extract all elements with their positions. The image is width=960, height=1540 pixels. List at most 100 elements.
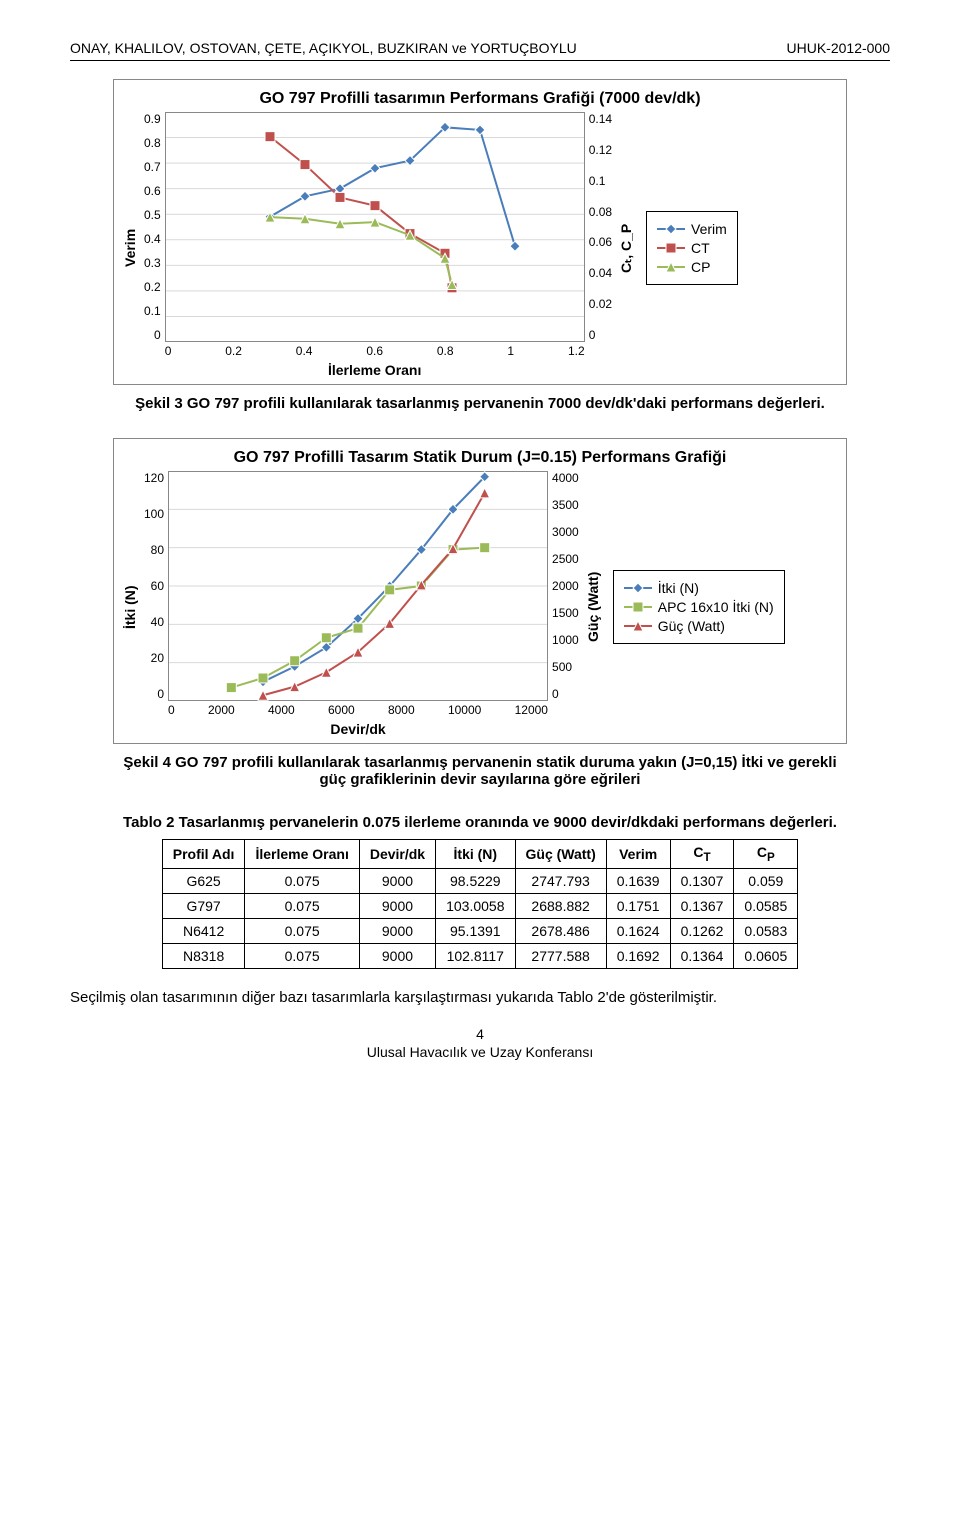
table-cell: 0.1262 (670, 918, 734, 943)
chart-1-frame: GO 797 Profilli tasarımın Performans Gra… (113, 79, 847, 385)
chart-1-y-left-ticks: 0.90.80.70.60.50.40.30.20.10 (140, 112, 165, 342)
tick-label: 2000 (552, 579, 579, 593)
chart-2-x-ticks: 020004000600080001000012000 (168, 701, 548, 719)
tick-label: 0 (589, 328, 612, 342)
tick-label: 12000 (515, 703, 548, 717)
table-caption: Tablo 2 Tasarlanmış pervanelerin 0.075 i… (120, 814, 840, 831)
legend-item: APC 16x10 İtki (N) (624, 599, 774, 615)
table-cell: 2777.588 (515, 943, 606, 968)
table-header-cell: CP (734, 840, 798, 869)
table-row: G7970.0759000103.00582688.8820.17510.136… (162, 893, 797, 918)
tick-label: 0 (165, 344, 172, 358)
footer-text: Ulusal Havacılık ve Uzay Konferansı (70, 1044, 890, 1060)
chart-1-x-label: İlerleme Oranı (165, 360, 585, 384)
legend-swatch (657, 222, 685, 236)
tick-label: 0 (552, 687, 579, 701)
tick-label: 40 (144, 615, 164, 629)
table-header-cell: Devir/dk (359, 840, 435, 869)
tick-label: 0.3 (144, 256, 161, 270)
table-cell: 0.075 (245, 868, 359, 893)
chart-1-x-ticks: 0 0.2 0.4 0.6 0.8 1 1.2 (165, 342, 585, 360)
tick-label: 80 (144, 543, 164, 557)
chart-1-legend: Verim CT CP (646, 211, 738, 285)
table-cell: 9000 (359, 893, 435, 918)
table-cell: 0.1364 (670, 943, 734, 968)
legend-swatch (657, 260, 685, 274)
tick-label: 0.06 (589, 235, 612, 249)
tick-label: 1500 (552, 606, 579, 620)
data-table: Profil Adıİlerleme OranıDevir/dkİtki (N)… (162, 839, 798, 969)
table-cell: 0.075 (245, 943, 359, 968)
table-cell: 103.0058 (436, 893, 515, 918)
legend-label: Verim (691, 221, 727, 237)
tick-label: 0.12 (589, 143, 612, 157)
tick-label: 0.4 (296, 344, 313, 358)
chart-2-y-left-ticks: 120100806040200 (140, 471, 168, 701)
tick-label: 0.8 (437, 344, 454, 358)
legend-swatch (624, 581, 652, 595)
chart-1-title: GO 797 Profilli tasarımın Performans Gra… (120, 90, 840, 108)
table-header-cell: Profil Adı (162, 840, 245, 869)
table-row: N64120.075900095.13912678.4860.16240.126… (162, 918, 797, 943)
chart-2-frame: GO 797 Profilli Tasarım Statik Durum (J=… (113, 438, 847, 744)
tick-label: 2000 (208, 703, 235, 717)
tick-label: 0.4 (144, 232, 161, 246)
legend-swatch (624, 600, 652, 614)
chart-2-y-left-label: İtki (N) (120, 471, 140, 743)
table-cell: 0.1367 (670, 893, 734, 918)
legend-item: İtki (N) (624, 580, 774, 596)
tick-label: 500 (552, 660, 579, 674)
caption-2: Şekil 4 GO 797 profili kullanılarak tasa… (120, 754, 840, 788)
tick-label: 4000 (552, 471, 579, 485)
chart-1-plot (165, 112, 585, 342)
table-cell: 9000 (359, 943, 435, 968)
tick-label: 0.8 (144, 136, 161, 150)
caption-1: Şekil 3 GO 797 profili kullanılarak tasa… (120, 395, 840, 412)
table-cell: 9000 (359, 918, 435, 943)
tick-label: 3000 (552, 525, 579, 539)
table-cell: 0.1307 (670, 868, 734, 893)
table-cell: 102.8117 (436, 943, 515, 968)
table-cell: 0.075 (245, 918, 359, 943)
tick-label: 0 (168, 703, 175, 717)
table-row: N83180.0759000102.81172777.5880.16920.13… (162, 943, 797, 968)
tick-label: 0.6 (366, 344, 383, 358)
tick-label: 4000 (268, 703, 295, 717)
legend-label: CP (691, 259, 710, 275)
table-cell: 98.5229 (436, 868, 515, 893)
table-cell: 0.075 (245, 893, 359, 918)
legend-label: Güç (Watt) (658, 618, 725, 634)
tick-label: 3500 (552, 498, 579, 512)
legend-label: APC 16x10 İtki (N) (658, 599, 774, 615)
header-doc-id: UHUK-2012-000 (787, 40, 891, 56)
tick-label: 100 (144, 507, 164, 521)
tick-label: 0.6 (144, 184, 161, 198)
tick-label: 0.5 (144, 208, 161, 222)
tick-label: 6000 (328, 703, 355, 717)
table-cell: G797 (162, 893, 245, 918)
table-cell: G625 (162, 868, 245, 893)
table-cell: N6412 (162, 918, 245, 943)
table-cell: 95.1391 (436, 918, 515, 943)
table-cell: 0.0605 (734, 943, 798, 968)
tick-label: 1 (507, 344, 514, 358)
legend-swatch (657, 241, 685, 255)
table-cell: 2747.793 (515, 868, 606, 893)
table-header-cell: Güç (Watt) (515, 840, 606, 869)
tick-label: 0.7 (144, 160, 161, 174)
chart-1-y-right-label: Cₜ, C_P (616, 112, 636, 384)
table-cell: 2688.882 (515, 893, 606, 918)
table-cell: 2678.486 (515, 918, 606, 943)
legend-item: Verim (657, 221, 727, 237)
legend-label: CT (691, 240, 710, 256)
tick-label: 1000 (552, 633, 579, 647)
legend-item: CP (657, 259, 727, 275)
table-cell: 9000 (359, 868, 435, 893)
tick-label: 0.02 (589, 297, 612, 311)
table-header-cell: Verim (606, 840, 670, 869)
tick-label: 0.1 (589, 174, 612, 188)
table-cell: 0.1751 (606, 893, 670, 918)
tick-label: 0.2 (225, 344, 242, 358)
tick-label: 1.2 (568, 344, 585, 358)
tick-label: 120 (144, 471, 164, 485)
